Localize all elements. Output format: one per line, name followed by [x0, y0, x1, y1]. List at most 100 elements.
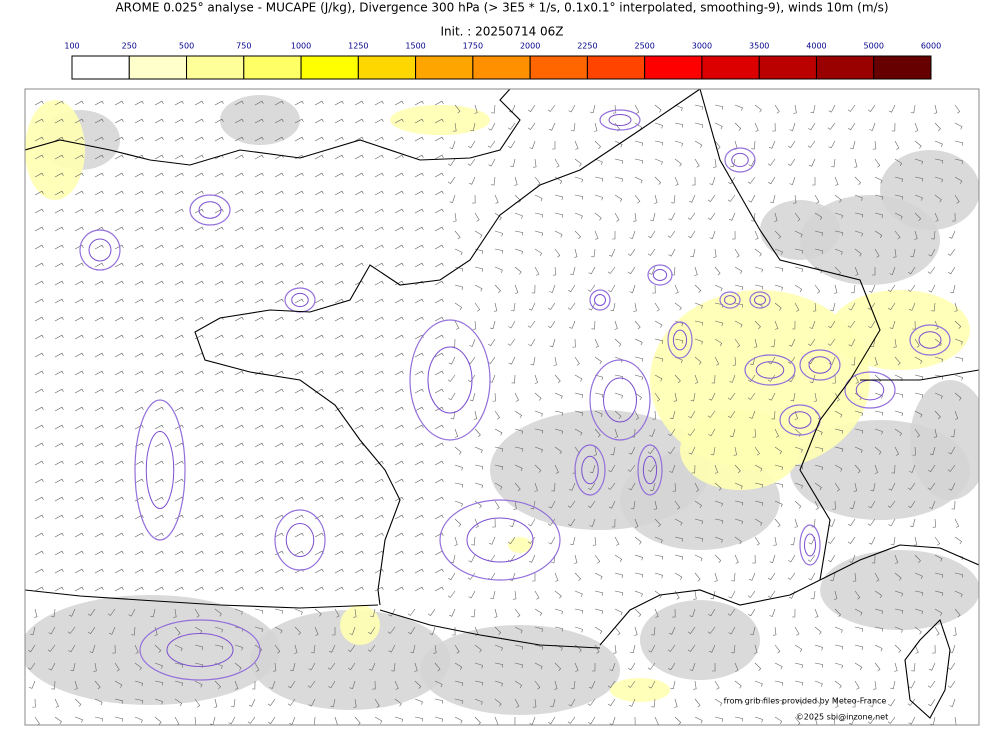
wind-barb	[794, 482, 803, 489]
wind-barb	[469, 338, 476, 347]
wind-barb	[674, 716, 682, 725]
wind-barb	[790, 392, 796, 402]
wind-barb	[354, 262, 364, 268]
wind-barb	[454, 500, 463, 507]
wind-barb	[334, 136, 344, 142]
wind-barb	[734, 248, 740, 258]
wind-barb	[654, 356, 664, 362]
wind-barb	[94, 316, 104, 322]
wind-barb	[254, 550, 264, 556]
wind-barb	[54, 190, 64, 196]
wind-barb	[748, 374, 756, 383]
wind-barb	[652, 284, 656, 294]
wind-barb	[894, 392, 904, 398]
cloud-area	[420, 625, 620, 715]
wind-barb	[154, 442, 164, 448]
wind-barb	[688, 446, 696, 455]
wind-barb	[874, 590, 883, 599]
wind-barb	[594, 176, 604, 182]
wind-barb	[174, 370, 184, 376]
wind-barb	[454, 716, 463, 724]
wind-barb	[154, 136, 164, 142]
wind-barb	[154, 370, 164, 376]
wind-barb	[294, 244, 304, 250]
wind-barb	[514, 446, 524, 452]
wind-barb	[314, 424, 324, 430]
wind-barb	[654, 302, 660, 312]
wind-barb	[830, 302, 836, 312]
wind-barb	[372, 680, 376, 690]
wind-barb	[154, 244, 164, 250]
wind-barb	[254, 644, 263, 652]
wind-barb	[531, 284, 536, 294]
cloud-area	[250, 610, 450, 710]
cape-area	[25, 100, 85, 200]
wind-barb	[754, 482, 764, 488]
wind-barb	[594, 140, 602, 150]
wind-barb	[454, 302, 463, 311]
wind-barb	[327, 662, 336, 670]
wind-barb	[394, 352, 404, 358]
wind-barb	[874, 428, 883, 435]
wind-barb	[668, 626, 676, 635]
wind-barb	[394, 226, 404, 232]
wind-barb	[354, 208, 364, 214]
divergence-contour	[581, 455, 599, 485]
wind-barb	[134, 406, 144, 412]
wind-barb	[374, 226, 384, 232]
wind-barb	[734, 338, 741, 348]
wind-barb	[794, 464, 804, 470]
wind-barb	[454, 680, 464, 686]
wind-barb	[414, 352, 424, 358]
wind-barb	[832, 500, 836, 510]
wind-barb	[274, 442, 284, 448]
wind-barb	[694, 140, 703, 148]
wind-barb	[194, 172, 204, 178]
wind-barb	[94, 406, 104, 412]
wind-barb	[368, 626, 376, 635]
wind-barb	[708, 644, 716, 653]
wind-barb	[534, 374, 538, 384]
cloud-area	[880, 150, 979, 230]
colorbar-tick-label: 6000	[921, 42, 941, 51]
wind-barb	[394, 298, 404, 304]
wind-barb	[414, 568, 424, 574]
wind-barb	[114, 172, 124, 178]
wind-barb	[194, 154, 204, 160]
wind-barb	[294, 442, 304, 448]
wind-barb	[714, 320, 724, 327]
wind-barb	[874, 644, 883, 652]
cape-area	[340, 605, 380, 645]
wind-barb	[714, 554, 722, 563]
wind-barb	[254, 586, 264, 592]
wind-barb	[194, 298, 204, 304]
wind-barb	[949, 698, 956, 707]
wind-barb	[434, 136, 444, 142]
wind-barb	[888, 698, 896, 707]
wind-barb	[274, 514, 284, 520]
wind-barb	[374, 460, 384, 466]
wind-barb	[414, 478, 424, 484]
wind-barb	[674, 572, 683, 580]
wind-barb	[690, 392, 696, 402]
subtitle: Init. : 20250714 06Z	[440, 25, 563, 39]
wind-barb	[30, 626, 36, 636]
wind-barb	[914, 176, 924, 182]
wind-barb	[574, 662, 579, 672]
wind-barb	[254, 370, 264, 376]
wind-barb	[787, 158, 796, 167]
divergence-contour	[719, 291, 741, 309]
wind-barb	[394, 262, 404, 268]
wind-barb	[954, 140, 964, 146]
wind-barb	[772, 122, 776, 132]
wind-barb	[934, 536, 941, 546]
wind-barb	[94, 100, 104, 106]
wind-barb	[174, 118, 184, 124]
divergence-contour	[189, 194, 231, 226]
wind-barb	[893, 248, 897, 258]
wind-barb	[674, 554, 684, 560]
wind-barb	[254, 352, 264, 358]
wind-barb	[690, 248, 696, 258]
divergence-contour	[274, 509, 326, 571]
